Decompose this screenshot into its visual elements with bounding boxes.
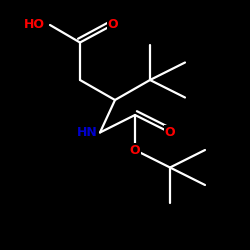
Text: O: O [107,18,118,32]
Text: HO: HO [24,18,45,32]
Text: HN: HN [77,126,98,139]
Text: O: O [130,144,140,156]
Text: O: O [165,126,175,139]
